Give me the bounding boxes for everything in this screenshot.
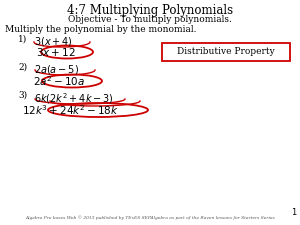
- Text: 3): 3): [18, 91, 27, 100]
- Text: 1): 1): [18, 35, 27, 44]
- Text: $2a^2 -10a$: $2a^2 -10a$: [33, 74, 85, 88]
- Text: $2a(a - 5)$: $2a(a - 5)$: [34, 63, 79, 76]
- Text: 2): 2): [18, 63, 27, 72]
- Text: $3x +12$: $3x +12$: [36, 46, 76, 58]
- Text: 1: 1: [291, 208, 296, 217]
- Text: Multiply the polynomial by the monomial.: Multiply the polynomial by the monomial.: [5, 25, 196, 34]
- Text: $12k^3 + 24k^2 -18k$: $12k^3 + 24k^2 -18k$: [22, 103, 119, 117]
- Text: 4:7 Multiplying Polynomials: 4:7 Multiplying Polynomials: [67, 4, 233, 17]
- Text: $6k(2k^2 + 4k - 3)$: $6k(2k^2 + 4k - 3)$: [34, 91, 114, 106]
- Text: $3(x + 4)$: $3(x + 4)$: [34, 35, 73, 48]
- Text: Algebra Pre bases Web © 2013 published by TExES SEPAlgebra as part of the Raven : Algebra Pre bases Web © 2013 published b…: [25, 215, 275, 220]
- Text: Objective - To multiply polynomials.: Objective - To multiply polynomials.: [68, 15, 232, 24]
- Text: Distributive Property: Distributive Property: [177, 47, 275, 56]
- FancyBboxPatch shape: [162, 43, 290, 61]
